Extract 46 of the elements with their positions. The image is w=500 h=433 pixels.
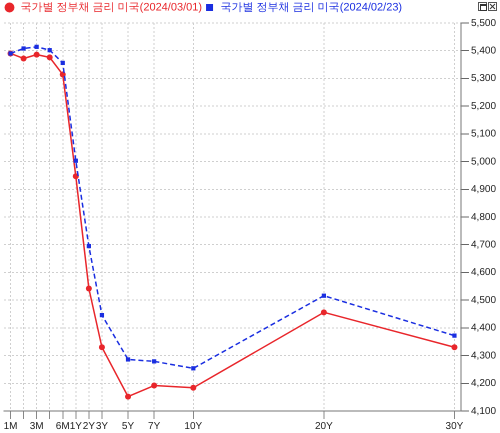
point bbox=[320, 309, 327, 316]
y-tick-label: 4,500 bbox=[470, 294, 496, 306]
point bbox=[191, 366, 196, 370]
x-tick-label: 20Y bbox=[314, 420, 334, 432]
x-tick-label: 3M bbox=[30, 420, 44, 432]
y-tick-label: 4,700 bbox=[470, 239, 496, 250]
point bbox=[34, 44, 39, 49]
y-tick-label: 5,200 bbox=[470, 100, 496, 112]
x-tick-label: 1Y bbox=[70, 420, 82, 432]
x-tick-label: 5Y bbox=[122, 420, 134, 432]
point bbox=[86, 286, 92, 292]
y-tick-label: 5,300 bbox=[470, 73, 496, 84]
point bbox=[46, 54, 53, 60]
legend-label: 국가별 정부채 금리 미국(2024/03/01) bbox=[20, 2, 202, 14]
y-tick-label: 4,600 bbox=[470, 267, 496, 278]
point bbox=[20, 55, 27, 62]
point bbox=[451, 344, 458, 350]
legend-label: 국가별 정부채 금리 미국(2024/02/23) bbox=[220, 2, 402, 14]
x-tick-label: 1M bbox=[4, 420, 18, 432]
point bbox=[98, 344, 105, 350]
point bbox=[190, 384, 196, 391]
x-tick-label: 10Y bbox=[184, 420, 203, 432]
point bbox=[125, 394, 132, 400]
x-tick-label: 7Y bbox=[148, 420, 161, 432]
y-tick-label: 4,100 bbox=[470, 406, 496, 417]
y-tick-label: 4,900 bbox=[470, 184, 496, 196]
point bbox=[48, 48, 52, 52]
y-tick-label: 5,500 bbox=[470, 18, 496, 29]
y-tick-label: 5,100 bbox=[470, 128, 496, 140]
x-tick-label: 6M bbox=[56, 420, 70, 432]
point bbox=[152, 359, 156, 364]
y-tick-label: 4,400 bbox=[470, 322, 496, 334]
y-tick-label: 5,400 bbox=[470, 45, 496, 56]
y-tick-label: 4,200 bbox=[470, 378, 496, 390]
point bbox=[322, 294, 326, 298]
y-tick-label: 4,800 bbox=[470, 212, 496, 223]
point bbox=[86, 244, 91, 248]
x-tick-label: 2Y bbox=[82, 420, 96, 432]
x-tick-label: 30Y bbox=[446, 420, 464, 432]
x-tick-label: 3Y bbox=[96, 420, 108, 432]
point bbox=[151, 382, 158, 389]
y-tick-label: 4,300 bbox=[470, 350, 496, 362]
point bbox=[74, 158, 78, 163]
point bbox=[60, 60, 65, 66]
point bbox=[34, 52, 40, 58]
y-tick-label: 5,000 bbox=[470, 156, 496, 168]
